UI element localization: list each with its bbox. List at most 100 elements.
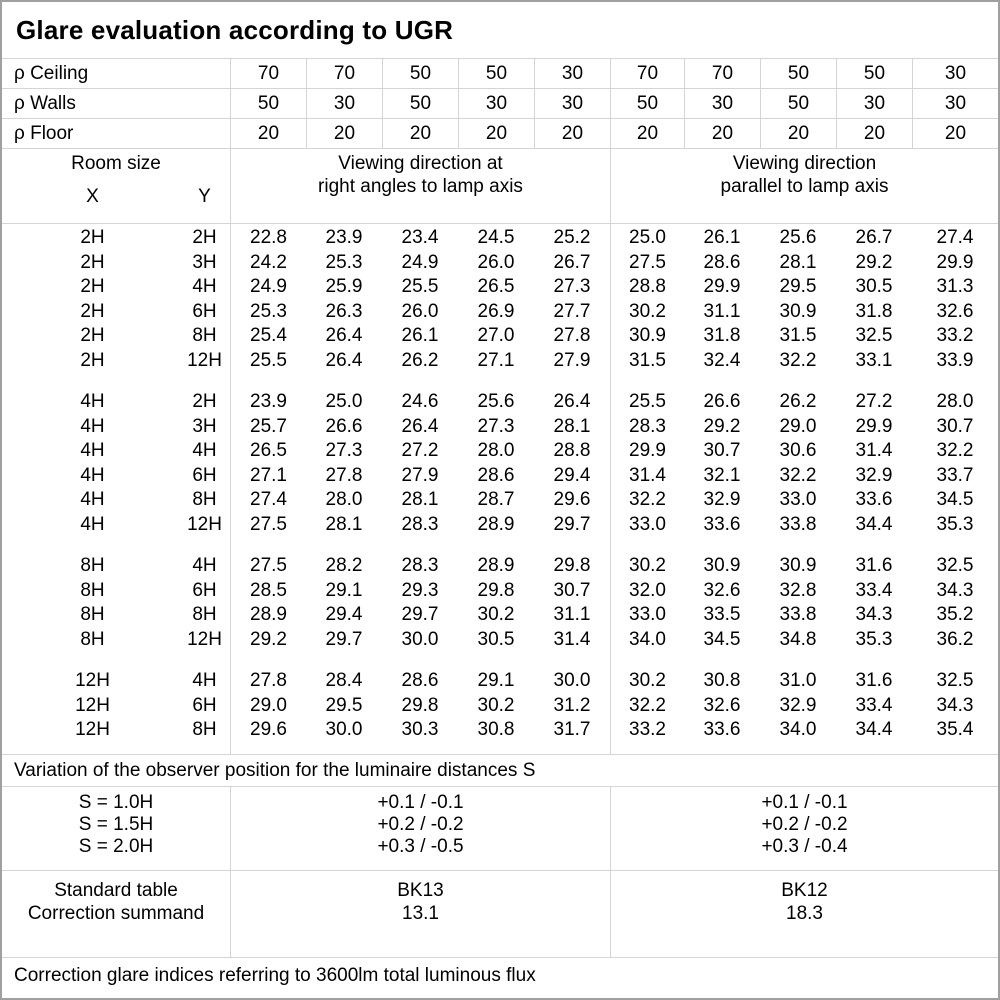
room-size-y: 8H [192, 325, 217, 346]
ugr-value: 26.4 [325, 325, 363, 346]
ugr-value: 29.9 [936, 251, 974, 273]
reflectance-value: 30 [306, 89, 382, 118]
ugr-value: 28.6 [401, 670, 439, 691]
ugr-value: 33.0 [779, 489, 817, 510]
ugr-value: 30.0 [553, 670, 591, 691]
ugr-value: 29.0 [779, 415, 817, 437]
room-size-x: 2H [80, 349, 105, 371]
ugr-value: 24.5 [477, 227, 515, 248]
ugr-value: 27.8 [325, 464, 363, 486]
spacer-cell [2, 743, 230, 755]
ugr-value: 28.0 [325, 489, 363, 510]
group-gap [2, 652, 998, 669]
ugr-value: 28.4 [325, 670, 363, 691]
ugr-value: 26.3 [325, 300, 363, 322]
ugr-value: 30.2 [477, 604, 515, 625]
room-size-header: Room size X Y [2, 149, 230, 223]
room-size-y: 12H [187, 513, 222, 535]
observer-variation-block: S = 1.0H S = 1.5H S = 2.0H +0.1 / -0.1 +… [2, 787, 998, 871]
spacer-cell [610, 652, 998, 669]
ugr-value: 32.2 [936, 440, 974, 461]
ugr-value: 29.5 [779, 276, 817, 297]
ugr-value: 25.3 [325, 251, 363, 273]
reflectance-value: 20 [760, 119, 836, 148]
room-size-x: 4H [80, 440, 105, 461]
ugr-value: 29.8 [401, 694, 439, 716]
ugr-row: 4H 3H 25.7 26.6 26.4 27.3 28.1 28.3 29.2 29.0 29.9… [2, 414, 998, 439]
ugr-value: 34.4 [855, 719, 893, 740]
ugr-value: 29.9 [855, 415, 893, 437]
ugr-value: 33.0 [610, 512, 684, 537]
ugr-value: 33.6 [855, 489, 893, 510]
footer-note: Correction glare indices referring to 36… [14, 965, 536, 986]
ugr-value: 26.4 [553, 391, 591, 412]
reflectance-value: 50 [382, 89, 458, 118]
spacer-cell [230, 537, 610, 554]
ugr-row: 4H 6H 27.1 27.8 27.9 28.6 29.4 31.4 32.1 32.2 32.9… [2, 463, 998, 488]
ugr-row: 4H 8H 27.4 28.0 28.1 28.7 29.6 32.2 32.9 33.0 33.6… [2, 488, 998, 513]
ugr-value: 35.2 [936, 604, 974, 625]
room-size-y: 4H [192, 555, 217, 576]
correction-summand-value: 13.1 [402, 903, 439, 924]
room-size-y: 3H [192, 415, 217, 437]
room-size-x: 2H [80, 276, 105, 297]
s-values-parallel: +0.1 / -0.1 +0.2 / -0.2 +0.3 / -0.4 [610, 787, 998, 870]
ugr-value: 32.5 [855, 325, 893, 346]
ugr-value: 25.5 [401, 276, 439, 297]
spacer-cell [2, 373, 230, 390]
room-size-label: Room size [71, 153, 161, 174]
reflectance-value: 20 [912, 119, 998, 148]
room-size-y: 8H [192, 489, 217, 510]
ugr-value: 32.5 [936, 670, 974, 691]
ugr-value: 30.9 [703, 555, 741, 576]
ugr-value: 25.7 [230, 414, 306, 439]
ugr-value: 32.1 [703, 464, 741, 486]
ugr-value: 29.1 [477, 670, 515, 691]
room-size-x: 8H [80, 604, 105, 625]
reflectance-value: 30 [534, 89, 610, 118]
ugr-value: 28.6 [703, 251, 741, 273]
ugr-value: 30.2 [610, 669, 684, 694]
ugr-row: 4H 12H 27.5 28.1 28.3 28.9 29.7 33.0 33.6 33.8 34.… [2, 512, 998, 537]
room-size-x: 2H [80, 227, 105, 248]
ugr-value: 33.6 [703, 513, 741, 535]
ugr-value: 25.9 [325, 276, 363, 297]
ugr-value: 26.7 [855, 227, 893, 248]
reflectance-value: 20 [458, 119, 534, 148]
reflectance-row-label: ρ Floor [14, 123, 74, 144]
room-size-y: 6H [192, 300, 217, 322]
ugr-row: 12H 8H 29.6 30.0 30.3 30.8 31.7 33.2 33.6 34.0 34.… [2, 718, 998, 743]
spacer-cell [230, 373, 610, 390]
reflectance-value: 50 [382, 59, 458, 88]
ugr-value: 24.6 [401, 391, 439, 412]
ugr-value: 35.3 [855, 628, 893, 650]
room-size-x: 12H [75, 719, 110, 740]
ugr-value: 25.4 [230, 324, 306, 349]
ugr-value: 33.4 [855, 579, 893, 601]
group-gap [2, 537, 998, 554]
ugr-value: 29.9 [703, 276, 741, 297]
ugr-value: 26.1 [401, 325, 439, 346]
ugr-value: 31.4 [553, 628, 591, 650]
ugr-value: 28.2 [325, 555, 363, 576]
ugr-value: 24.9 [230, 275, 306, 300]
ugr-value: 28.9 [230, 603, 306, 628]
room-size-y: 12H [187, 349, 222, 371]
ugr-value: 28.1 [553, 415, 591, 437]
ugr-value: 28.3 [401, 555, 439, 576]
s-value: +0.2 / -0.2 [377, 814, 464, 835]
ugr-value: 27.4 [936, 227, 974, 248]
ugr-value: 30.0 [325, 719, 363, 740]
reflectance-value: 30 [534, 59, 610, 88]
ugr-value: 33.4 [855, 694, 893, 716]
reflectance-row: ρ Floor 20 20 20 20 20 20 20 20 20 20 [2, 119, 998, 149]
reflectance-value: 20 [610, 119, 684, 148]
y-column-header: Y [198, 186, 211, 207]
reflectance-value: 50 [760, 59, 836, 88]
ugr-value: 28.1 [779, 251, 817, 273]
ugr-value: 30.7 [703, 440, 741, 461]
ugr-value: 30.0 [401, 628, 439, 650]
ugr-value: 26.2 [401, 349, 439, 371]
ugr-value: 31.5 [610, 348, 684, 373]
ugr-value: 27.4 [230, 488, 306, 513]
